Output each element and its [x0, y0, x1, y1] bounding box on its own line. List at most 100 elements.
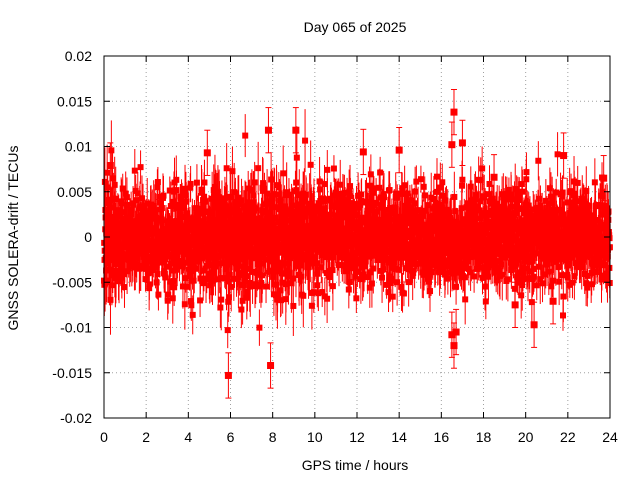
data-point [584, 253, 591, 299]
data-point [330, 155, 337, 182]
data-point [181, 247, 188, 279]
outlier-point [549, 278, 557, 325]
data-point [377, 156, 384, 189]
data-point [290, 275, 297, 337]
data-point [413, 165, 420, 198]
outlier-point [458, 119, 466, 167]
outlier-point [600, 155, 608, 202]
x-tick-label: 10 [307, 429, 323, 445]
data-point [503, 176, 510, 211]
data-point [130, 191, 137, 218]
data-point [123, 177, 130, 217]
data-point [133, 183, 140, 217]
data-point [229, 146, 236, 196]
data-point [256, 309, 263, 346]
outlier-point [292, 107, 300, 154]
data-point [386, 171, 393, 209]
data-point [519, 169, 526, 214]
y-tick-label: 0.02 [65, 48, 92, 64]
data-point [108, 120, 115, 181]
y-tick-labels: -0.02 -0.015 -0.01 -0.005 0 0.005 0.01 0.015 0.0… [52, 48, 92, 426]
data-point [548, 271, 555, 302]
data-point [224, 312, 231, 349]
data-point [358, 178, 365, 224]
outlier-point [224, 352, 232, 399]
data-point [119, 173, 126, 204]
data-point [537, 254, 544, 305]
y-tick-label: -0.015 [52, 365, 92, 381]
data-point [240, 266, 247, 304]
plot-border [103, 55, 611, 419]
data-point [263, 269, 270, 304]
data-point [389, 281, 396, 313]
data-point [355, 172, 362, 220]
data-point [559, 178, 566, 207]
data-point [112, 166, 119, 232]
outlier-point [267, 342, 275, 389]
data-point [293, 126, 300, 190]
data-point [164, 281, 171, 320]
data-point [258, 266, 265, 300]
data-point [569, 266, 576, 299]
x-tick-label: 2 [142, 429, 150, 445]
data-point [189, 295, 196, 335]
data-point [380, 173, 387, 222]
data-point [523, 152, 530, 192]
data-point [231, 162, 238, 222]
data-point [242, 114, 249, 158]
data-point [357, 254, 364, 304]
outlier-point [490, 154, 498, 201]
data-point [502, 176, 509, 223]
x-tick-label: 16 [434, 429, 450, 445]
data-point [275, 172, 282, 203]
data-point [155, 278, 162, 311]
data-point [302, 109, 309, 173]
data-point [533, 270, 540, 301]
data-point [444, 262, 451, 295]
outlier-point [530, 301, 538, 348]
outlier-point [450, 322, 458, 369]
data-point [583, 260, 590, 307]
data-point [422, 197, 429, 224]
data-point [235, 175, 242, 220]
outlier-point [359, 128, 367, 176]
data-point [310, 271, 317, 313]
data-point [467, 253, 474, 291]
data-point [187, 165, 194, 202]
data-point [574, 165, 581, 200]
data-point [228, 262, 235, 312]
data-point [137, 150, 144, 184]
x-tick-label: 8 [269, 429, 277, 445]
data-point [437, 162, 444, 213]
x-axis-label: GPS time / hours [302, 457, 409, 473]
data-point [319, 277, 326, 308]
data-point [209, 171, 216, 226]
y-tick-label: -0.02 [60, 410, 92, 426]
data-point [218, 268, 225, 331]
data-point [260, 158, 267, 208]
data-point [105, 259, 112, 302]
data-point [223, 143, 230, 194]
data-point [346, 268, 353, 296]
outlier-point [264, 107, 272, 154]
data-point [327, 182, 334, 219]
data-point [146, 268, 153, 301]
x-tick-label: 22 [560, 429, 576, 445]
axes [103, 55, 611, 419]
data-point [217, 287, 224, 328]
outlier-point [203, 129, 211, 176]
data-point [329, 261, 336, 311]
data-point [154, 166, 161, 198]
data-point [296, 169, 303, 221]
data-point [400, 280, 407, 307]
data-point [172, 188, 179, 222]
data-point [307, 140, 314, 190]
x-tick-label: 24 [602, 429, 618, 445]
outlier-point [106, 142, 114, 189]
data-point [401, 165, 408, 205]
data-point [398, 262, 405, 311]
data-point [227, 166, 234, 229]
data-point [255, 141, 262, 195]
data-point [166, 176, 173, 205]
